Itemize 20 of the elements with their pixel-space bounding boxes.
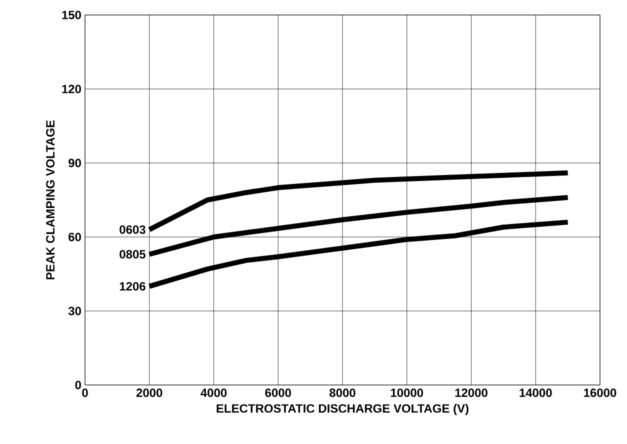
y-tick-label: 30 [68,306,81,316]
x-tick-label: 2000 [136,388,162,398]
y-tick-label: 60 [68,232,81,242]
x-tick-label: 10000 [390,388,424,398]
x-tick-label: 16000 [584,388,616,398]
x-tick-label: 6000 [265,388,291,398]
series-label: 0805 [120,250,146,258]
x-tick-label: 12000 [455,388,488,398]
y-tick-label: 90 [68,158,81,168]
x-axis-title: ELECTROSTATIC DISCHARGE VOLTAGE (V) [216,404,468,416]
y-tick-label: 150 [62,10,81,20]
x-tick-label: 4000 [200,388,227,398]
x-tick-label: 8000 [330,388,356,398]
x-tick-label: 0 [82,388,88,398]
x-tick-label: 14000 [520,388,552,398]
series-label: 0603 [120,225,146,234]
y-axis-title: PEAK CLAMPING VOLTAGE [46,120,55,280]
y-tick-label: 120 [62,84,81,94]
series-label: 1206 [120,282,146,291]
y-tick-label: 0 [75,380,81,390]
